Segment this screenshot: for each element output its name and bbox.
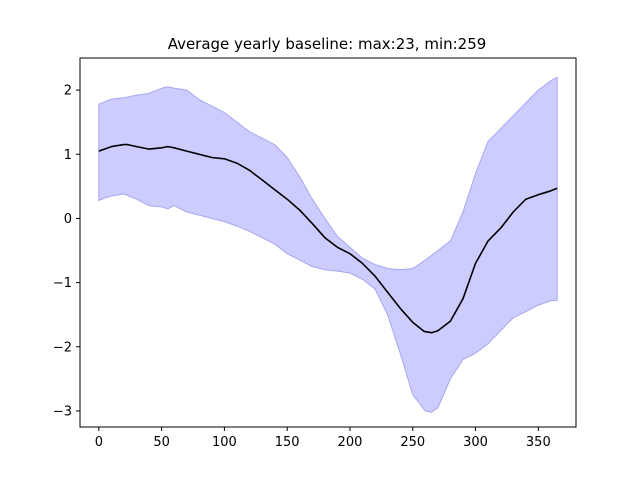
- y-tick-label: 2: [64, 84, 72, 99]
- axes-frame: [79, 57, 577, 428]
- x-tick-label: 150: [275, 435, 300, 450]
- range-band: [98, 76, 558, 413]
- x-tick-label: 50: [153, 435, 170, 450]
- x-tick-label: 300: [463, 435, 488, 450]
- y-tick-label: −2: [53, 340, 72, 355]
- x-tick-label: 350: [526, 435, 551, 450]
- mean-line: [98, 143, 558, 334]
- x-tick-label: 100: [212, 435, 237, 450]
- y-tick-label: 0: [64, 212, 72, 227]
- y-tick-label: 1: [64, 148, 72, 163]
- x-tick-label: 200: [338, 435, 363, 450]
- chart-title: Average yearly baseline: max:23, min:259: [168, 35, 487, 53]
- y-tick-label: −1: [53, 276, 72, 291]
- plot-area: [98, 76, 558, 413]
- x-tick-label: 250: [400, 435, 425, 450]
- y-tick-label: −3: [53, 404, 72, 419]
- axes: 0 50 100 150 200 250 300 350 −3 −2 −1 0 1 2: [53, 57, 577, 450]
- x-tick-label: 0: [95, 435, 103, 450]
